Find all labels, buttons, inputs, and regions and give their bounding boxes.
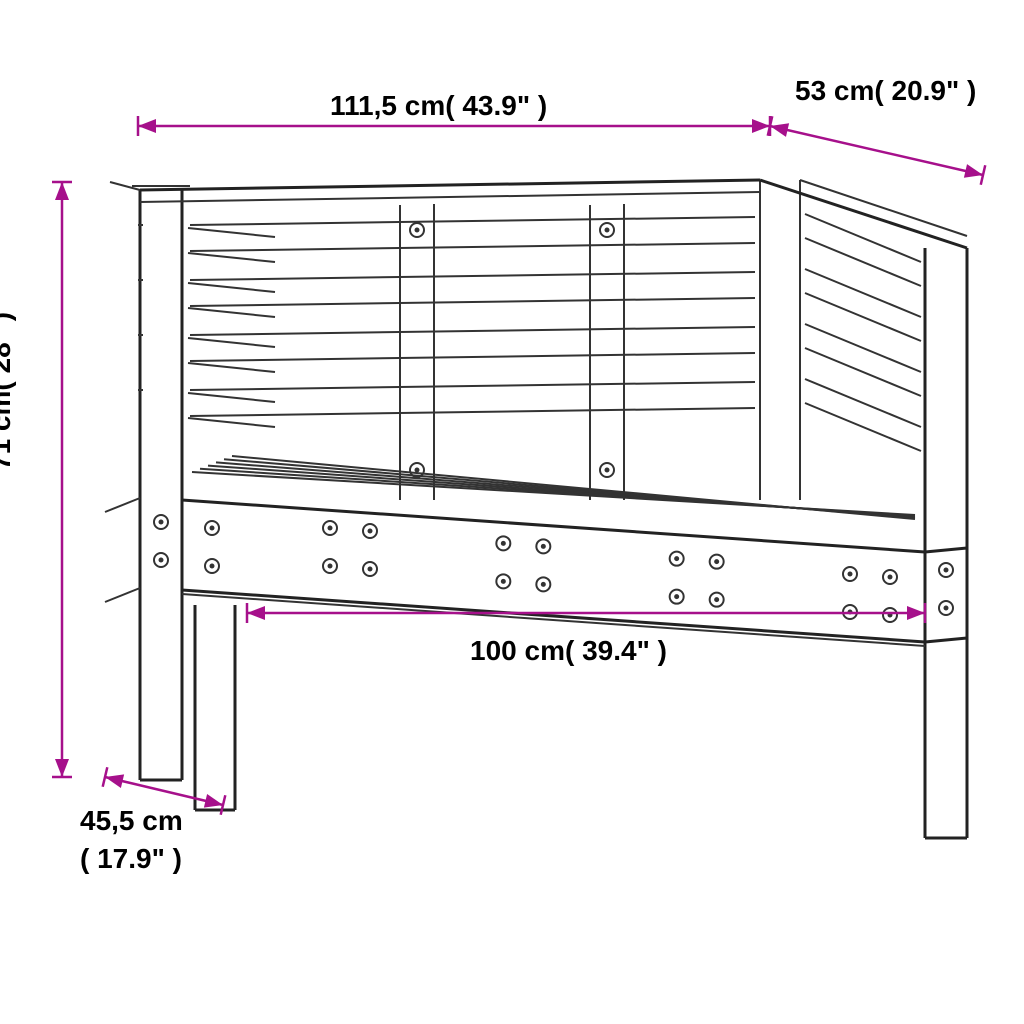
svg-text:( 17.9" ): ( 17.9" ) — [80, 843, 182, 874]
svg-text:53 cm( 20.9" ): 53 cm( 20.9" ) — [795, 75, 976, 106]
svg-text:100 cm( 39.4" ): 100 cm( 39.4" ) — [470, 635, 667, 666]
svg-text:45,5 cm: 45,5 cm — [80, 805, 183, 836]
svg-text:111,5 cm( 43.9" ): 111,5 cm( 43.9" ) — [330, 90, 547, 121]
svg-text:71 cm( 28" ): 71 cm( 28" ) — [0, 312, 16, 470]
bench-dimension-drawing: 111,5 cm( 43.9" ) 53 cm( 20.9" ) 71 cm( 28… — [0, 0, 1024, 1024]
